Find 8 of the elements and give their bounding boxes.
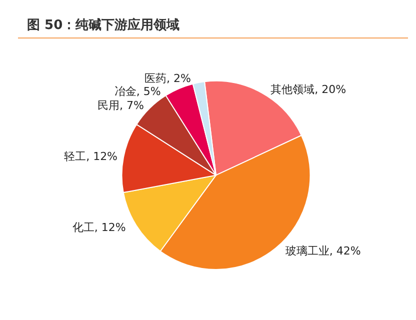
chart-title: 图 50：纯碱下游应用领域 — [27, 17, 180, 33]
slice-label: 冶金, 5% — [114, 85, 161, 98]
slice-label: 玻璃工业, 42% — [285, 244, 361, 258]
slice-label: 其他领域, 20% — [270, 82, 346, 96]
slice-label: 民用, 7% — [98, 98, 144, 112]
slice-label: 轻工, 12% — [64, 150, 118, 163]
slice-label: 化工, 12% — [72, 221, 126, 234]
slice-label: 医药, 2% — [144, 72, 191, 86]
